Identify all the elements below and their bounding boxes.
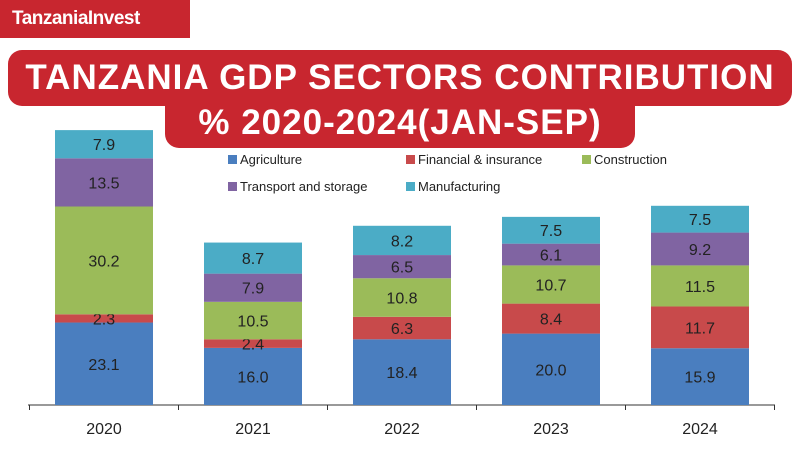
x-tick-label: 2023 (533, 421, 569, 438)
bar-agriculture-2022 (353, 339, 451, 405)
bar-financial-insurance-2020 (55, 314, 153, 323)
data-label: 20.0 (535, 362, 566, 379)
bar-transport-and-storage-2024 (651, 232, 749, 266)
title-line-2: % 2020-2024(JAN-SEP) (165, 100, 635, 148)
bar-transport-and-storage-2023 (502, 243, 600, 266)
data-label: 2.4 (242, 337, 264, 354)
legend-label: Manufacturing (418, 179, 500, 194)
data-label: 7.5 (689, 212, 711, 229)
data-label: 10.5 (237, 314, 268, 331)
data-label: 11.7 (685, 320, 715, 337)
data-label: 6.1 (540, 248, 562, 265)
data-label: 7.9 (242, 281, 264, 298)
bar-construction-2020 (55, 206, 153, 315)
data-label: 8.7 (242, 251, 264, 268)
data-label: 10.7 (535, 278, 566, 295)
bar-manufacturing-2021 (204, 242, 302, 274)
bar-agriculture-2023 (502, 333, 600, 405)
bar-transport-and-storage-2020 (55, 158, 153, 207)
legend-swatch (582, 155, 591, 164)
data-label: 18.4 (386, 365, 417, 382)
data-label: 9.2 (689, 242, 711, 259)
data-label: 15.9 (684, 370, 715, 387)
data-label: 6.5 (391, 260, 413, 277)
bar-agriculture-2020 (55, 322, 153, 405)
bar-financial-insurance-2023 (502, 303, 600, 334)
legend-swatch (228, 182, 237, 191)
bar-construction-2021 (204, 301, 302, 340)
bar-financial-insurance-2022 (353, 316, 451, 340)
data-label: 10.8 (386, 291, 417, 308)
logo: TanzaniaInvest (0, 0, 190, 38)
bar-manufacturing-2022 (353, 225, 451, 256)
data-label: 13.5 (88, 175, 119, 192)
bar-manufacturing-2020 (55, 130, 153, 159)
bar-construction-2022 (353, 278, 451, 317)
data-label: 8.4 (540, 312, 562, 329)
bar-transport-and-storage-2022 (353, 255, 451, 279)
bar-financial-insurance-2021 (204, 339, 302, 348)
legend-label: Construction (594, 152, 667, 167)
data-label: 6.3 (391, 321, 413, 338)
legend-label: Transport and storage (240, 179, 367, 194)
legend-swatch (406, 182, 415, 191)
data-label: 11.5 (685, 279, 715, 296)
bar-construction-2023 (502, 265, 600, 304)
x-tick-label: 2022 (384, 421, 420, 438)
data-label: 30.2 (88, 253, 119, 270)
x-tick-label: 2024 (682, 421, 718, 438)
x-tick-label: 2021 (235, 421, 271, 438)
bar-agriculture-2021 (204, 347, 302, 405)
legend-swatch (228, 155, 237, 164)
bar-agriculture-2024 (651, 348, 749, 405)
data-label: 7.9 (93, 137, 115, 154)
bar-transport-and-storage-2021 (204, 273, 302, 302)
data-label: 2.3 (93, 311, 115, 328)
data-label: 7.5 (540, 223, 562, 240)
data-label: 23.1 (88, 357, 119, 374)
legend-label: Agriculture (240, 152, 302, 167)
data-label: 8.2 (391, 233, 413, 250)
legend-swatch (406, 155, 415, 164)
x-tick-label: 2020 (86, 421, 122, 438)
bar-manufacturing-2024 (651, 205, 749, 233)
data-label: 16.0 (237, 369, 268, 386)
bar-manufacturing-2023 (502, 216, 600, 244)
legend-label: Financial & insurance (418, 152, 542, 167)
bar-construction-2024 (651, 265, 749, 307)
bar-financial-insurance-2024 (651, 306, 749, 349)
title-line-1: TANZANIA GDP SECTORS CONTRIBUTION (8, 50, 792, 106)
